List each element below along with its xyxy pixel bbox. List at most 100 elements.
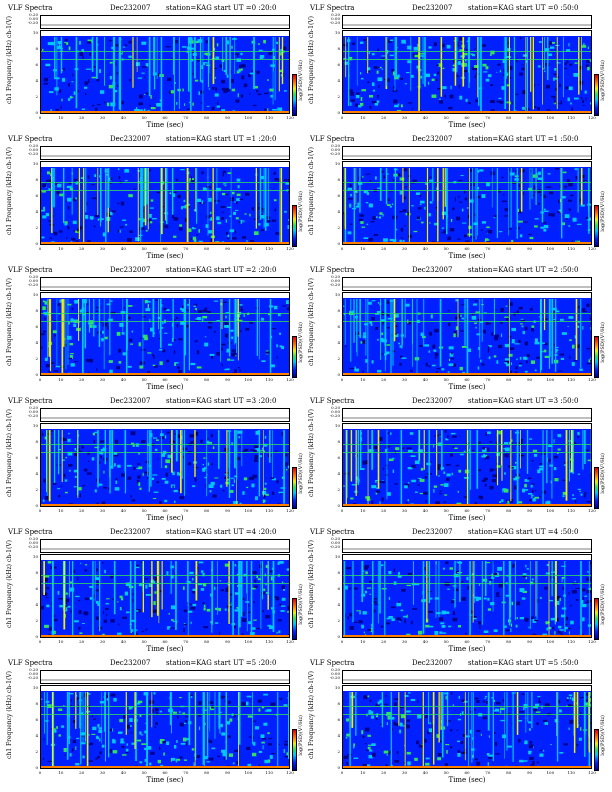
spectrogram-texture [152, 364, 156, 366]
spectrogram-texture [351, 757, 354, 759]
spectrogram-texture [204, 336, 207, 338]
header-station: station=KAG start UT =5 :20:0 [166, 659, 277, 667]
sferic-streak [228, 299, 231, 357]
spectrogram-texture [269, 755, 273, 759]
spectrogram-texture [196, 350, 200, 355]
spectrogram-texture [557, 630, 561, 634]
spectrogram-texture [490, 84, 494, 87]
sferic-streak [209, 692, 211, 732]
y-tick-label: 0 [337, 503, 340, 508]
spectrogram-texture [458, 469, 462, 473]
spectrogram-texture [585, 97, 587, 101]
spectrogram-texture [457, 490, 459, 493]
spectrogram-texture [506, 499, 508, 504]
spectrogram-texture [511, 339, 515, 343]
spectrogram-texture [514, 343, 520, 345]
spectrogram-texture [263, 494, 266, 499]
spectrogram-texture [119, 322, 124, 327]
spectrogram-texture [48, 220, 51, 222]
sferic-streak [535, 561, 537, 617]
spectrogram-texture [126, 724, 130, 729]
spectrogram-texture [525, 564, 527, 568]
spectrogram-texture [481, 194, 486, 198]
sferic-streak [72, 561, 74, 637]
spectrogram-texture [361, 176, 364, 178]
spectrogram-texture [486, 226, 490, 229]
spectrogram-texture [383, 750, 389, 754]
spectrogram-texture [99, 218, 104, 220]
low-frequency-line [343, 766, 591, 768]
spectrogram-texture [67, 303, 72, 306]
spectrogram-texture [119, 226, 124, 228]
sferic-streak [125, 692, 127, 735]
spectrogram-texture [489, 441, 493, 443]
spectrogram-texture [280, 74, 282, 77]
spectrogram-texture [457, 740, 461, 743]
sferic-streak [543, 299, 546, 331]
spectrogram-texture [505, 317, 508, 322]
spectrogram-texture [502, 699, 505, 703]
sferic-streak [394, 37, 396, 92]
sferic-streak [540, 299, 543, 371]
spectrogram-texture [419, 203, 422, 205]
spectrogram-texture [231, 442, 233, 446]
header-station: station=KAG start UT =2 :20:0 [166, 266, 277, 274]
spectrogram-texture [559, 709, 562, 713]
spectrogram-texture [172, 620, 178, 622]
sferic-streak [226, 430, 228, 487]
spectrogram-texture [193, 305, 196, 307]
spectrogram-texture [127, 476, 132, 480]
spectrogram-texture [152, 218, 157, 220]
sferic-streak [147, 168, 149, 230]
spectrogram-texture [47, 561, 52, 564]
spectrogram-texture [95, 600, 99, 604]
spectrogram-texture [80, 177, 84, 179]
spectrogram-texture [544, 208, 546, 211]
spectrogram-texture [556, 75, 559, 78]
spectrogram-texture [572, 217, 577, 222]
sferic-streak [546, 430, 548, 484]
spectrogram-texture [562, 171, 567, 174]
spectrogram-texture [446, 44, 451, 49]
spectrogram-texture [283, 704, 288, 706]
spectrogram-texture [508, 335, 512, 338]
spectrogram-texture [515, 227, 521, 230]
spectrogram-texture [549, 599, 553, 602]
spectrogram-texture [570, 194, 574, 197]
spectrogram-texture [582, 326, 584, 330]
spectrogram-texture [154, 105, 157, 107]
spectrogram-texture [460, 741, 464, 744]
spectrogram-texture [521, 64, 524, 66]
sferic-streak [588, 561, 590, 637]
spectrogram-texture [285, 462, 288, 467]
spectrogram-texture [48, 370, 51, 374]
spectrogram-texture [267, 453, 270, 458]
spectrogram-texture [137, 475, 141, 479]
spectrogram-texture [479, 169, 484, 172]
spectrogram-texture [484, 456, 490, 460]
spectrogram-texture [375, 176, 377, 180]
spectrogram-texture [219, 631, 221, 635]
strip-tick-label: 0.20 [29, 405, 38, 410]
spectrogram-texture [206, 440, 210, 444]
sferic-streak [547, 37, 549, 81]
spectrogram-texture [218, 695, 224, 699]
spectrogram-texture [68, 464, 73, 467]
spectrogram-texture [75, 762, 80, 766]
header-title: VLF Spectra [310, 528, 355, 536]
ylabel: ch1 Frequency (kHz) [308, 694, 315, 760]
spectrogram-texture [393, 721, 396, 726]
spectrogram-texture [238, 68, 243, 71]
spectrogram-texture [450, 729, 453, 732]
spectrogram-texture [249, 240, 254, 244]
spectrogram-texture [383, 703, 388, 705]
spectrogram-texture [461, 580, 464, 583]
spectrogram-texture [376, 713, 379, 718]
spectrogram-texture [558, 103, 561, 105]
spectrogram-texture [530, 764, 535, 766]
sferic-streak [384, 561, 386, 637]
spectrogram-texture [425, 762, 430, 766]
spectrogram-texture [446, 477, 450, 481]
spectrogram-texture [41, 432, 44, 436]
spectrogram-texture [449, 567, 453, 570]
